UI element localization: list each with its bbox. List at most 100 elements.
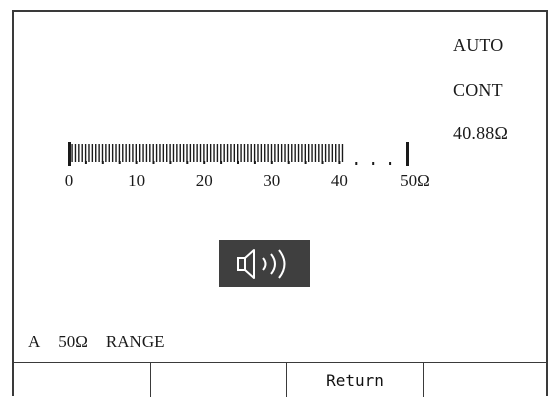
bargraph-segment xyxy=(81,144,83,162)
bargraph-segment xyxy=(247,144,249,162)
bargraph-segment xyxy=(162,144,165,162)
range-mode-label: AUTO xyxy=(453,35,504,55)
bargraph-segment xyxy=(128,144,131,162)
bargraph-tick-label: 40 xyxy=(331,171,348,190)
bargraph-segment xyxy=(253,144,256,162)
bargraph-segment xyxy=(233,144,236,162)
bargraph-segment xyxy=(321,144,323,162)
bargraph-segment xyxy=(203,144,205,162)
bargraph-segment xyxy=(294,144,296,162)
bargraph-segment xyxy=(291,144,293,162)
bargraph-segment xyxy=(314,144,317,162)
bargraph-tick-label: 50Ω xyxy=(400,171,430,190)
measurement-reading: 40.88Ω xyxy=(453,123,509,143)
bargraph-minor-tick xyxy=(270,161,273,164)
bargraph-minor-tick xyxy=(287,161,290,164)
bargraph-segment xyxy=(122,144,124,162)
bargraph-tickmarks xyxy=(84,142,409,166)
bargraph-segment xyxy=(264,144,266,162)
bargraph-segment xyxy=(176,144,178,162)
bargraph-segment xyxy=(152,144,154,162)
bargraph-segment xyxy=(209,144,212,162)
bargraph-tick-label: 0 xyxy=(65,171,74,190)
softkey-2[interactable] xyxy=(151,363,287,397)
range-status: A 50Ω RANGE xyxy=(28,332,182,352)
bargraph-segment xyxy=(270,144,273,162)
bargraph-segment xyxy=(125,144,127,162)
bargraph-minor-tick xyxy=(237,161,239,164)
range-label: RANGE xyxy=(105,332,165,351)
bargraph-segment xyxy=(331,144,334,162)
bargraph-start-marker xyxy=(68,142,71,166)
bargraph-segment xyxy=(213,144,215,162)
return-button[interactable]: Return xyxy=(287,363,424,397)
bargraph-minor-tick xyxy=(304,161,307,164)
bargraph-segment xyxy=(311,144,313,162)
bargraph-segment xyxy=(74,144,77,162)
bargraph-segment xyxy=(115,144,117,162)
softkey-1[interactable] xyxy=(14,363,151,397)
bargraph-minor-tick xyxy=(152,161,155,164)
bargraph-tick-label: 10 xyxy=(128,171,145,190)
bargraph-segment xyxy=(135,144,137,162)
bargraph-minor-tick xyxy=(169,161,172,164)
softkey-4[interactable] xyxy=(424,363,548,397)
bargraph-segment xyxy=(304,144,306,162)
bargraph-segment xyxy=(84,144,87,162)
bargraph-segment xyxy=(216,144,219,162)
bargraph-segment xyxy=(274,144,276,162)
bargraph-segment xyxy=(193,144,195,162)
bargraph-segment xyxy=(284,144,286,162)
bargraph-minor-tick xyxy=(220,161,223,164)
display-frame xyxy=(12,10,548,396)
bargraph-segment xyxy=(71,144,73,162)
bargraph-segment xyxy=(88,144,90,162)
bargraph-minor-tick xyxy=(321,161,324,164)
bargraph-segment xyxy=(240,144,242,162)
bargraph-segment xyxy=(324,144,327,162)
bargraph-minor-tick xyxy=(355,162,358,165)
bargraph-segment xyxy=(186,144,188,162)
bargraph-segment xyxy=(182,144,185,162)
bargraph-segment xyxy=(267,144,269,162)
bargraph-segment xyxy=(196,144,198,162)
bargraph-segment xyxy=(98,144,100,162)
bargraph-minor-tick xyxy=(253,161,256,164)
bargraph-tick-label: 20 xyxy=(196,171,213,190)
bargraph-segment xyxy=(328,144,330,162)
bargraph-segment xyxy=(169,144,171,162)
bargraph-segment xyxy=(189,144,192,162)
bargraph-segment xyxy=(172,144,175,162)
bargraph-end-marker xyxy=(406,142,409,166)
bargraph-segment xyxy=(335,144,337,162)
bargraph-tick-label: 30 xyxy=(263,171,280,190)
range-value: 50Ω xyxy=(58,332,88,351)
speaker-sound-icon xyxy=(236,248,285,279)
function-label: CONT xyxy=(453,80,503,100)
bargraph-segment xyxy=(159,144,161,162)
bargraph-minor-tick xyxy=(372,162,375,165)
bargraph-segment xyxy=(341,144,344,162)
bargraph-segment xyxy=(260,144,263,162)
bargraph-segment xyxy=(206,144,208,162)
bargraph-segment xyxy=(301,144,303,162)
bargraph-segment xyxy=(223,144,225,162)
bargraph-segment xyxy=(277,144,279,162)
bargraph-minor-tick xyxy=(338,161,341,164)
bargraph-segment xyxy=(307,144,310,162)
bargraph-minor-tick xyxy=(389,162,392,165)
bargraph-minor-tick xyxy=(84,161,87,164)
bargraph-minor-tick xyxy=(203,161,206,164)
bargraph-segment xyxy=(138,144,141,162)
channel-label: A xyxy=(28,332,41,351)
bargraph-segment xyxy=(318,144,320,162)
bargraph-segment xyxy=(108,144,110,162)
bargraph-segment xyxy=(250,144,252,162)
bargraph-minor-tick xyxy=(118,161,121,164)
bargraph-minor-tick xyxy=(135,161,138,164)
bargraph-segment xyxy=(338,144,340,162)
bargraph-segment xyxy=(95,144,97,162)
bargraph-segment xyxy=(155,144,158,162)
bargraph-segment xyxy=(280,144,283,162)
